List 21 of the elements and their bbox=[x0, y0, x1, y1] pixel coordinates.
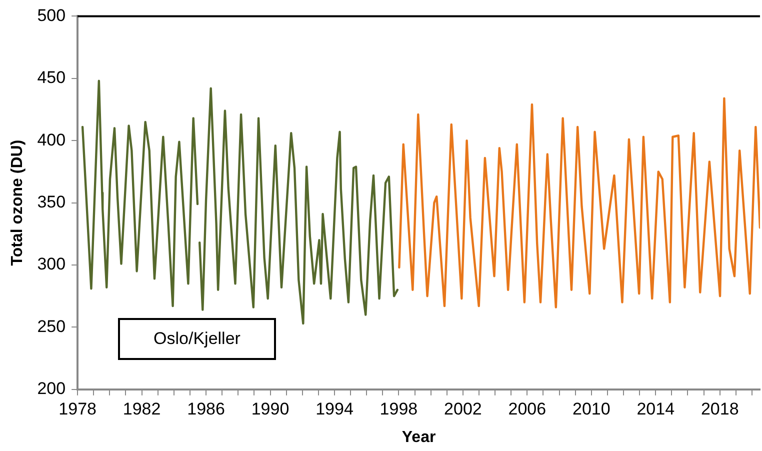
y-tick-label: 500 bbox=[37, 6, 66, 25]
y-tick-label: 300 bbox=[37, 254, 66, 274]
x-tick-label: 2010 bbox=[572, 399, 610, 418]
x-tick-label: 2006 bbox=[508, 399, 546, 418]
x-tick-label: 2018 bbox=[700, 399, 739, 418]
x-axis-title: Year bbox=[402, 428, 436, 446]
x-tick-label: 1982 bbox=[122, 399, 161, 418]
x-tick-label: 1994 bbox=[316, 399, 354, 418]
annotation: Oslo/Kjeller bbox=[118, 318, 276, 360]
x-tick-label: 1998 bbox=[380, 399, 418, 418]
x-tick-label: 1986 bbox=[187, 399, 225, 418]
y-tick-label: 250 bbox=[37, 316, 66, 336]
x-tick-label: 1990 bbox=[251, 399, 290, 418]
y-tick-label: 200 bbox=[37, 379, 66, 398]
y-axis-title: Total ozone (DU) bbox=[9, 140, 26, 266]
y-tick-label: 350 bbox=[37, 192, 66, 212]
y-tick-label: 450 bbox=[37, 68, 66, 88]
x-tick-label: 2002 bbox=[444, 399, 482, 418]
y-tick-label: 400 bbox=[37, 130, 66, 150]
x-tick-label: 1978 bbox=[58, 399, 96, 418]
x-tick-label: 2014 bbox=[636, 399, 675, 418]
